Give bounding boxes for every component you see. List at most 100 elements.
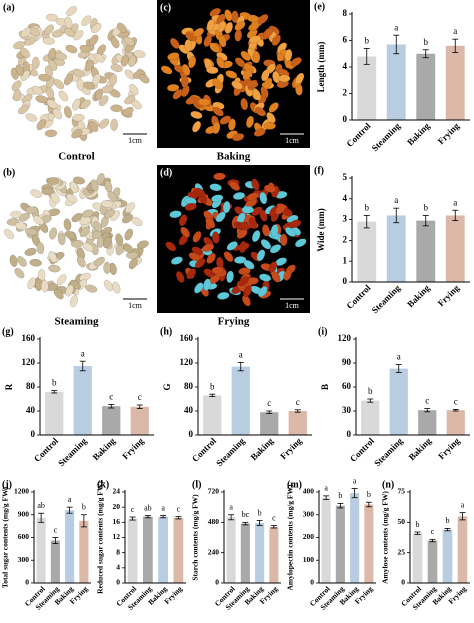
grain (65, 44, 78, 54)
y-tick-label: 0 (189, 429, 194, 439)
significance-letter: bc (242, 510, 250, 519)
significance-letter: b (52, 378, 57, 388)
error-bar (393, 207, 400, 224)
error-bar (452, 408, 459, 412)
error-bar (422, 215, 429, 227)
grain (79, 44, 92, 53)
bar (240, 523, 250, 583)
grain (263, 27, 274, 38)
y-tick-label: 8 (116, 547, 120, 556)
x-tick-label: Steaming (372, 435, 405, 468)
grain (205, 217, 216, 229)
photo-caption: Control (58, 151, 94, 163)
grain (238, 222, 251, 231)
photo-caption: Baking (217, 151, 251, 163)
x-tick-label: Control (190, 435, 219, 464)
grain (122, 106, 134, 117)
grain (110, 104, 123, 113)
grain (188, 56, 197, 69)
error-bar (175, 516, 182, 520)
y-tick-label: 0 (347, 429, 352, 439)
error-bar (129, 516, 136, 521)
grain (128, 257, 138, 270)
y-tick-label: 160 (180, 333, 194, 343)
grain (129, 84, 139, 96)
grain (248, 216, 257, 229)
x-tick-label: Steaming (370, 282, 403, 315)
grain (203, 35, 213, 47)
grain (24, 227, 38, 236)
grain (54, 52, 68, 61)
grain (120, 54, 129, 67)
grain (211, 266, 225, 275)
grain (91, 22, 102, 34)
grain (232, 133, 245, 142)
significance-letter: a (394, 195, 398, 205)
grain (9, 254, 18, 268)
grain (82, 242, 94, 252)
x-tick-label: Baking (91, 435, 118, 462)
significance-letter: a (397, 352, 401, 362)
y-tick-label: 0 (116, 578, 120, 587)
x-tick-label: Baking (407, 435, 434, 462)
y-tick-label: 90 (342, 357, 352, 367)
grain (48, 59, 58, 71)
grain (103, 261, 111, 275)
panel-label: (k) (97, 479, 109, 490)
grain (49, 227, 58, 240)
error-bar (51, 390, 58, 394)
grain (181, 85, 190, 98)
error-bar (424, 408, 431, 413)
grain (251, 230, 261, 243)
grain (248, 35, 261, 44)
panel-label: (n) (382, 479, 394, 490)
grain (18, 104, 29, 115)
significance-letter: c (138, 392, 142, 402)
significance-letter: b (424, 37, 429, 47)
grain (240, 97, 249, 111)
grain (124, 202, 136, 213)
grain (169, 210, 182, 219)
significance-letter: ab (37, 501, 45, 510)
grain (241, 206, 255, 214)
grain (31, 85, 43, 96)
bar (442, 529, 453, 583)
y-tick-label: 120 (22, 357, 36, 367)
grain (275, 204, 286, 215)
bar (127, 518, 138, 583)
grain (284, 49, 293, 62)
y-tick-label: 20 (113, 502, 121, 511)
significance-letter: a (453, 26, 457, 36)
grain (25, 206, 38, 214)
grain (192, 231, 202, 243)
y-tick-label: 1200 (14, 487, 29, 496)
error-bar (363, 48, 370, 65)
y-tick-label: 100 (303, 555, 315, 564)
grain (94, 88, 104, 101)
bar (173, 517, 184, 583)
error-bar (337, 502, 344, 509)
panel-label: (j) (2, 479, 12, 490)
significance-letter: c (425, 396, 429, 406)
grain (229, 181, 241, 191)
y-tick-label: 240 (208, 547, 220, 556)
x-tick-label: Frying (436, 120, 462, 146)
y-axis-label: Total sugar contents (mg/g FW) (1, 486, 10, 588)
x-tick-label: Frying (436, 282, 462, 308)
grain (124, 95, 136, 105)
grain (175, 271, 185, 283)
grain (124, 69, 136, 80)
y-tick-label: 300 (18, 555, 30, 564)
grain (223, 251, 234, 263)
grain (72, 98, 81, 111)
grain (66, 6, 77, 16)
y-tick-label: 60 (342, 381, 352, 391)
grain (209, 183, 222, 192)
grain (63, 74, 74, 86)
grain (101, 85, 114, 94)
bar (457, 516, 468, 583)
significance-letter: a (81, 348, 85, 358)
grain (212, 106, 224, 117)
grain (115, 233, 124, 246)
grain (190, 110, 203, 119)
